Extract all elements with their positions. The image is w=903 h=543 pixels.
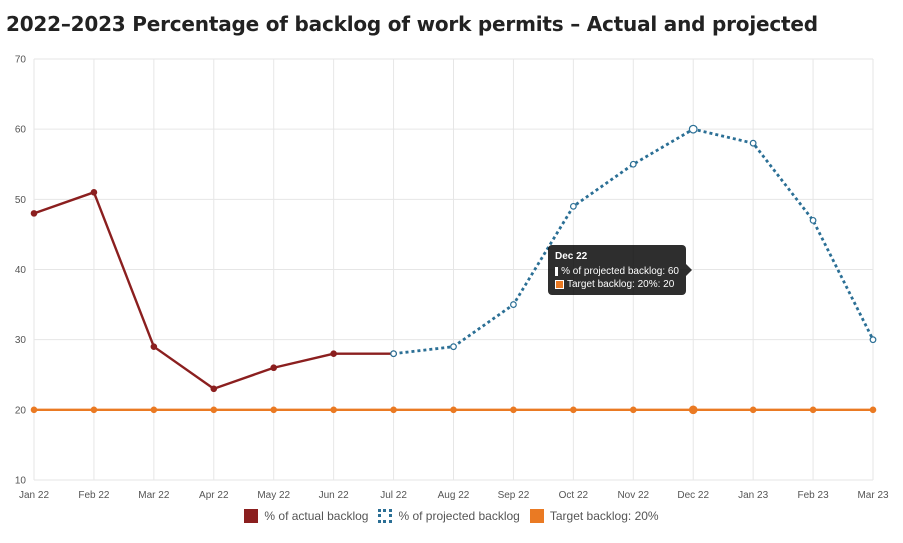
point-target-backlog-20[interactable] — [270, 406, 278, 414]
legend-target-label: Target backlog: 20% — [549, 509, 659, 523]
point-of-projected-backlog[interactable] — [869, 336, 877, 344]
x-tick-label: Feb 22 — [78, 490, 110, 501]
point-target-backlog-20[interactable] — [330, 406, 337, 414]
chart-title: 2022–2023 Percentage of backlog of work … — [6, 12, 818, 36]
x-tick-label: Apr 22 — [199, 490, 229, 501]
point-of-actual-backlog[interactable] — [210, 385, 218, 393]
tooltip-row-target: Target backlog: 20%: 20 — [555, 278, 679, 291]
x-tick-label: Jan 22 — [19, 490, 49, 501]
series-points — [30, 124, 877, 415]
tooltip-projected-text: % of projected backlog: 60 — [561, 266, 679, 277]
point-target-backlog-20[interactable] — [688, 405, 698, 415]
point-target-backlog-20[interactable] — [450, 406, 457, 414]
point-target-backlog-20[interactable] — [150, 406, 158, 414]
point-of-projected-backlog[interactable] — [749, 139, 757, 147]
y-tick-label: 30 — [15, 335, 27, 346]
legend-actual-label: % of actual backlog — [264, 509, 369, 523]
legend-target-swatch-icon — [529, 509, 544, 523]
y-tick-label: 10 — [15, 476, 27, 487]
legend-item-actual[interactable]: % of actual backlog — [244, 509, 368, 523]
point-target-backlog-20[interactable] — [869, 406, 877, 414]
point-of-projected-backlog[interactable] — [390, 350, 397, 358]
axis-labels: 10 20 30 40 50 60 70 Jan 22 Feb 22 Mar 22 Apr 22 Ma… — [15, 55, 889, 502]
x-tick-label: Aug 22 — [438, 490, 470, 501]
legend-projected-swatch-icon — [378, 509, 393, 523]
y-tick-label: 50 — [15, 195, 27, 206]
x-tick-label: Oct 22 — [559, 490, 589, 501]
tooltip-target-swatch-icon — [555, 280, 564, 289]
x-tick-label: May 22 — [257, 490, 290, 501]
point-of-projected-backlog[interactable] — [510, 301, 517, 308]
x-tick-label: Jan 23 — [738, 490, 768, 501]
point-target-backlog-20[interactable] — [749, 406, 757, 414]
line-chart: 10 20 30 40 50 60 70 Jan 22 Feb 22 Mar 22 Apr 22 Ma… — [15, 55, 889, 502]
x-tick-label: Mar 23 — [857, 490, 889, 501]
hover-tooltip: Dec 22 % of projected backlog: 60 Target… — [548, 245, 692, 295]
point-target-backlog-20[interactable] — [90, 406, 98, 414]
point-of-actual-backlog[interactable] — [90, 189, 98, 196]
x-tick-label: Sep 22 — [498, 490, 530, 501]
point-target-backlog-20[interactable] — [30, 406, 38, 414]
tooltip-target-text: Target backlog: 20%: 20 — [567, 279, 675, 290]
point-of-projected-backlog[interactable] — [450, 343, 457, 351]
tooltip-row-projected: % of projected backlog: 60 — [555, 265, 679, 278]
x-tick-label: Jun 22 — [319, 490, 349, 501]
series-line-of-projected-backlog — [393, 127, 875, 356]
legend-projected-label: % of projected backlog — [398, 509, 520, 523]
point-of-actual-backlog[interactable] — [270, 364, 278, 372]
y-tick-label: 40 — [15, 265, 27, 276]
legend-actual-swatch-icon — [244, 509, 259, 523]
x-tick-label: Jul 22 — [380, 490, 407, 501]
y-tick-label: 60 — [15, 125, 27, 136]
tooltip-projected-swatch-icon — [555, 267, 559, 276]
y-tick-label: 20 — [15, 405, 27, 416]
chart-legend: % of actual backlog % of projected backl… — [0, 509, 903, 523]
x-tick-label: Mar 22 — [138, 490, 170, 501]
point-of-projected-backlog[interactable] — [569, 202, 577, 210]
point-of-projected-backlog[interactable] — [809, 216, 817, 224]
tooltip-title: Dec 22 — [555, 251, 588, 262]
x-tick-label: Feb 23 — [798, 490, 830, 501]
point-of-projected-backlog[interactable] — [629, 160, 637, 168]
legend-item-projected[interactable]: % of projected backlog — [378, 509, 520, 523]
point-of-actual-backlog[interactable] — [30, 210, 38, 217]
legend-item-target[interactable]: Target backlog: 20% — [529, 509, 659, 523]
y-tick-label: 70 — [15, 55, 27, 66]
grid-lines — [33, 58, 874, 481]
x-tick-label: Dec 22 — [677, 490, 709, 501]
point-target-backlog-20[interactable] — [510, 406, 517, 414]
point-target-backlog-20[interactable] — [210, 406, 218, 414]
point-target-backlog-20[interactable] — [570, 406, 577, 414]
point-target-backlog-20[interactable] — [390, 406, 397, 414]
point-of-actual-backlog[interactable] — [150, 343, 158, 350]
x-tick-label: Nov 22 — [617, 490, 649, 501]
point-target-backlog-20[interactable] — [629, 406, 637, 414]
point-target-backlog-20[interactable] — [809, 406, 817, 414]
point-of-actual-backlog[interactable] — [330, 350, 337, 358]
point-of-projected-backlog[interactable] — [688, 124, 698, 134]
